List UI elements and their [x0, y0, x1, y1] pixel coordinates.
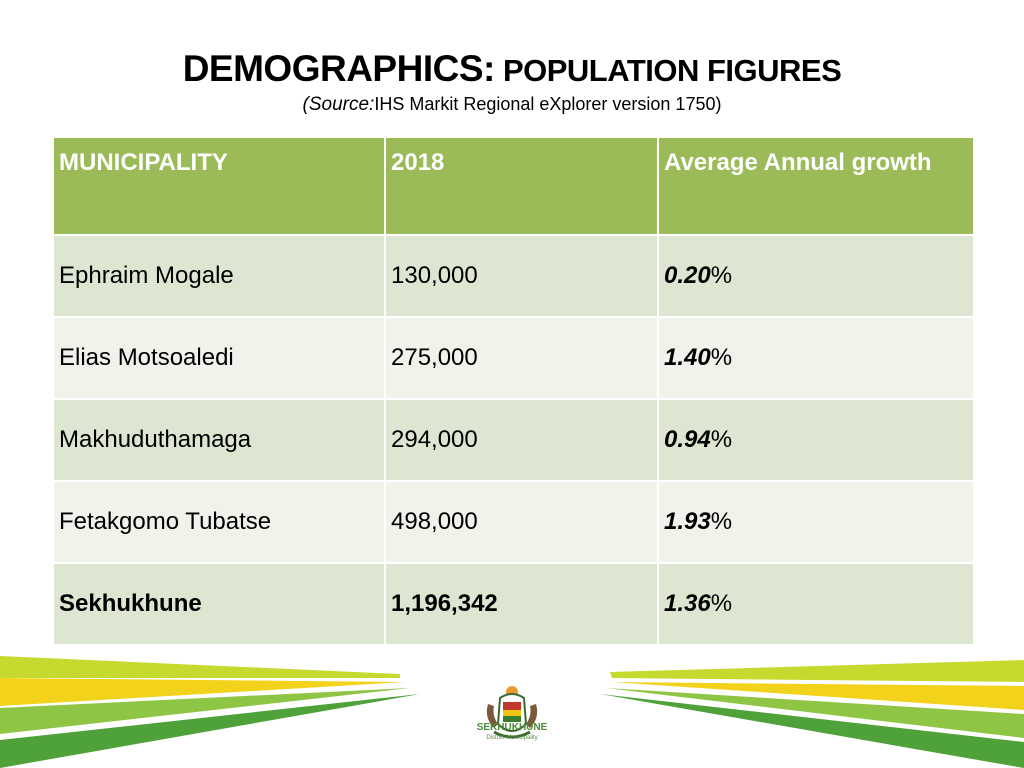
slide-title: DEMOGRAPHICS: POPULATION FIGURES: [0, 48, 1024, 90]
title-rest: POPULATION FIGURES: [494, 53, 842, 88]
subtitle-text: IHS Markit Regional eXplorer version 175…: [374, 94, 722, 114]
table-row: Ephraim Mogale 130,000 0.20%: [52, 234, 975, 318]
right-stripe-green: [600, 694, 1024, 768]
header-growth: Average Annual growth: [657, 136, 975, 236]
cell-population: 275,000: [384, 316, 659, 400]
growth-value: 1.36: [664, 590, 711, 617]
growth-percent-sign: %: [710, 426, 733, 453]
cell-growth: 1.93%: [657, 480, 975, 564]
left-stripe-lightgreen: [0, 688, 410, 734]
cell-municipality: Makhuduthamaga: [52, 398, 386, 482]
growth-value: 1.40: [664, 344, 711, 371]
growth-value: 0.94: [664, 426, 711, 453]
growth-percent-sign: %: [710, 508, 733, 535]
cell-growth: 0.94%: [657, 398, 975, 482]
growth-value: 0.20: [664, 262, 711, 289]
slide-subtitle: (Source:IHS Markit Regional eXplorer ver…: [0, 94, 1024, 116]
right-stripe-yellow: [612, 682, 1024, 710]
growth-value: 1.93: [664, 508, 711, 535]
table-row: Fetakgomo Tubatse 498,000 1.93%: [52, 480, 975, 564]
table-row: Makhuduthamaga 294,000 0.94%: [52, 398, 975, 482]
right-stripe-lime: [610, 660, 1024, 682]
left-stripe-lime: [0, 656, 400, 678]
table-total-row: Sekhukhune 1,196,342 1.36%: [52, 562, 975, 646]
footer-stripes: [0, 656, 1024, 768]
left-stripe-yellow: [0, 678, 405, 706]
growth-percent-sign: %: [710, 344, 733, 371]
cell-municipality: Elias Motsoaledi: [52, 316, 386, 400]
cell-population: 1,196,342: [384, 562, 659, 646]
logo-name: SEKHUKHUNE: [476, 722, 548, 733]
cell-growth: 0.20%: [657, 234, 975, 318]
cell-population: 294,000: [384, 398, 659, 482]
cell-growth: 1.40%: [657, 316, 975, 400]
right-stripe-lightgreen: [606, 688, 1024, 738]
table-row: Elias Motsoaledi 275,000 1.40%: [52, 316, 975, 400]
header-year: 2018: [384, 136, 659, 236]
growth-percent-sign: %: [710, 590, 733, 617]
cell-municipality: Sekhukhune: [52, 562, 386, 646]
left-stripe-green: [0, 694, 420, 768]
logo-text: SEKHUKHUNE District Municipality: [462, 722, 562, 744]
cell-municipality: Ephraim Mogale: [52, 234, 386, 318]
cell-population: 130,000: [384, 234, 659, 318]
header-municipality: MUNICIPALITY: [52, 136, 386, 236]
table-header-row: MUNICIPALITY 2018 Average Annual growth: [52, 136, 975, 236]
population-table: MUNICIPALITY 2018 Average Annual growth …: [52, 136, 975, 646]
cell-population: 498,000: [384, 480, 659, 564]
cell-municipality: Fetakgomo Tubatse: [52, 480, 386, 564]
municipal-crest-icon: [486, 686, 538, 739]
logo-tagline: District Municipality: [486, 735, 538, 741]
subtitle-prefix: (Source:: [302, 94, 375, 115]
title-main: DEMOGRAPHICS:: [182, 48, 496, 89]
growth-percent-sign: %: [710, 262, 733, 289]
cell-growth: 1.36%: [657, 562, 975, 646]
